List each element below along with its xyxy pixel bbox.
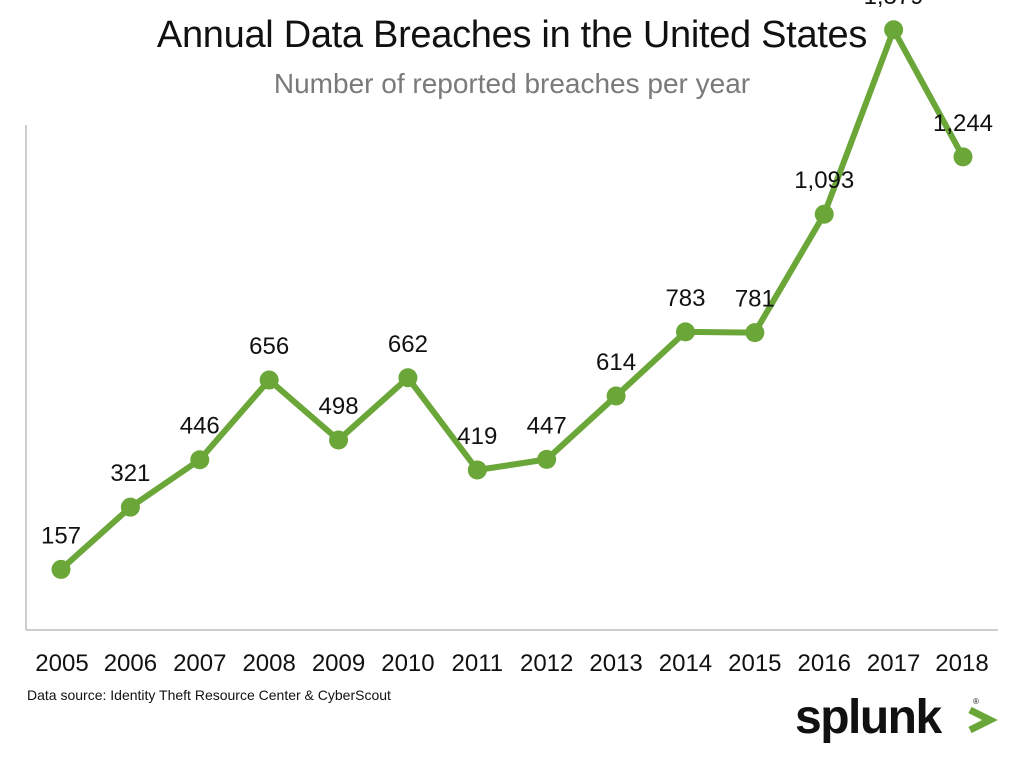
data-point-2014 xyxy=(675,322,695,342)
x-tick-label-2015: 2015 xyxy=(728,650,781,677)
data-point-2017 xyxy=(884,20,904,40)
data-label-2007: 446 xyxy=(180,413,220,440)
data-point-2008 xyxy=(259,370,279,390)
chart-axes xyxy=(25,125,998,631)
data-label-2016: 1,093 xyxy=(794,167,854,194)
data-point-2005 xyxy=(51,559,71,579)
data-label-2006: 321 xyxy=(110,460,150,487)
x-tick-label-2007: 2007 xyxy=(173,650,226,677)
data-point-2013 xyxy=(606,386,626,406)
x-tick-label-2012: 2012 xyxy=(520,650,573,677)
x-tick-label-2018: 2018 xyxy=(935,650,988,677)
chart-title: Annual Data Breaches in the United State… xyxy=(156,14,868,56)
data-point-2011 xyxy=(467,460,487,480)
x-tick-label-2013: 2013 xyxy=(589,650,642,677)
chart-x-ticks: 2005 2006 2007 2008 2009 2010 2011 2012 2013 2014… xyxy=(35,650,988,677)
data-point-2006 xyxy=(120,497,140,517)
x-tick-label-2017: 2017 xyxy=(867,650,920,677)
registered-mark: ® xyxy=(973,697,979,706)
data-point-2009 xyxy=(329,430,349,450)
data-label-2008: 656 xyxy=(249,333,289,360)
chart-series xyxy=(51,20,973,579)
splunk-logo: splunk xyxy=(795,691,942,744)
data-label-2011: 419 xyxy=(457,423,497,450)
data-point-2010 xyxy=(398,368,418,388)
data-point-2007 xyxy=(190,450,210,470)
x-tick-label-2010: 2010 xyxy=(381,650,434,677)
data-label-2015: 781 xyxy=(735,286,775,313)
x-tick-label-2016: 2016 xyxy=(798,650,851,677)
data-point-2018 xyxy=(953,147,973,167)
data-label-2014: 783 xyxy=(665,285,705,312)
data-label-2017: 1,579 xyxy=(864,0,924,10)
data-point-2012 xyxy=(537,449,557,469)
chart-data-labels: 157 321 446 656 498 662 419 447 614 783 781 1,093 1,… xyxy=(41,0,993,549)
x-tick-label-2006: 2006 xyxy=(104,650,157,677)
data-label-2018: 1,244 xyxy=(933,110,993,137)
x-tick-label-2011: 2011 xyxy=(452,650,504,677)
chart-subtitle: Number of reported breaches per year xyxy=(273,68,751,99)
data-point-2015 xyxy=(745,323,765,343)
x-tick-label-2008: 2008 xyxy=(242,650,295,677)
x-tick-label-2005: 2005 xyxy=(35,650,88,677)
data-label-2005: 157 xyxy=(41,522,81,549)
splunk-chevron-icon xyxy=(968,706,998,734)
x-tick-label-2009: 2009 xyxy=(312,650,365,677)
data-label-2012: 447 xyxy=(527,412,567,439)
data-point-2016 xyxy=(814,204,834,224)
data-label-2013: 614 xyxy=(596,349,636,376)
series-line xyxy=(58,26,966,573)
data-label-2010: 662 xyxy=(388,331,428,358)
x-tick-label-2014: 2014 xyxy=(659,650,712,677)
data-label-2009: 498 xyxy=(319,393,359,420)
data-source-note: Data source: Identity Theft Resource Cen… xyxy=(27,687,391,703)
